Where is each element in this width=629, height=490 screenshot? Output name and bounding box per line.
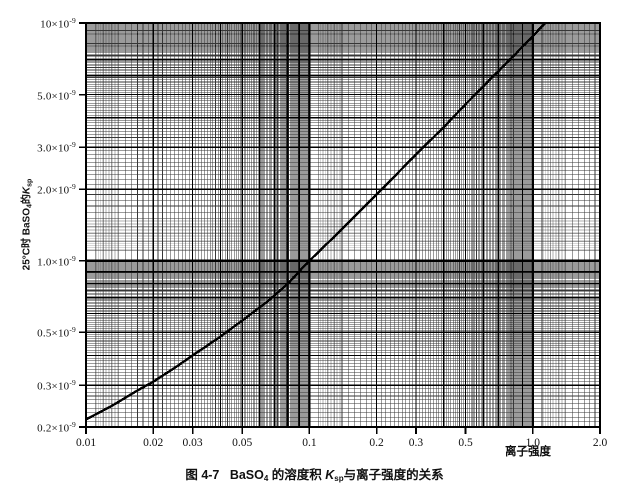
y-tick-base: 10 <box>57 422 70 435</box>
y-tick-base: 10 <box>57 256 70 269</box>
y-tick-exponent: -9 <box>69 420 76 429</box>
x-tick-label: 0.2 <box>369 437 384 449</box>
x-tick-label: 0.5 <box>458 437 473 449</box>
x-tick-label: 0.03 <box>182 437 203 449</box>
y-tick-label: 10×10-9 <box>40 17 76 31</box>
y-tick-base: 10 <box>57 90 70 103</box>
y-tick-mantissa: 10 <box>40 18 52 31</box>
y-axis-title-pre: 25°C时 BaSO <box>21 207 33 271</box>
y-axis-title-mid: 的 <box>21 194 33 205</box>
multiplication-sign-icon: × <box>51 256 58 269</box>
y-tick-exponent: -9 <box>69 378 76 388</box>
y-tick-label: 0.5×10-9 <box>37 326 76 340</box>
y-tick-base: 10 <box>57 18 70 31</box>
y-tick-label: 3.0×10-9 <box>37 141 76 155</box>
y-tick-exponent: -9 <box>69 182 76 192</box>
caption-ksp-subscript: sp <box>334 474 344 483</box>
y-axis-title-symbol: K <box>21 186 33 195</box>
y-tick-exponent: -9 <box>69 325 76 335</box>
x-tick-label: 0.1 <box>302 437 317 449</box>
y-tick-mantissa: 0.5 <box>37 328 52 341</box>
y-tick-label: 5.0×10-9 <box>37 87 76 103</box>
x-tick-label: 2.0 <box>592 437 608 449</box>
y-axis-title: 25°C时 BaSO4的Ksp <box>18 145 34 305</box>
y-tick-exponent: -9 <box>69 253 76 263</box>
multiplication-sign-icon: × <box>51 184 58 197</box>
multiplication-sign-icon: × <box>51 380 58 393</box>
x-tick-label: 0.05 <box>232 437 253 449</box>
x-axis-title: 离子强度 <box>505 446 551 458</box>
x-tick-label: 1.0 <box>525 437 540 449</box>
y-tick-mantissa: 5.0 <box>37 90 52 103</box>
y-tick-exponent: -9 <box>69 16 76 25</box>
multiplication-sign-icon: × <box>51 328 58 341</box>
y-tick-mantissa: 2.0 <box>37 184 52 197</box>
y-tick-mantissa: 3.0 <box>37 142 52 155</box>
y-tick-label: 2.0×10-9 <box>37 183 76 197</box>
caption-species: BaSO <box>229 468 264 482</box>
y-tick-label: 0.3×10-9 <box>37 379 76 393</box>
multiplication-sign-icon: × <box>51 142 58 155</box>
grid-minor <box>86 23 600 427</box>
grid-decade <box>86 23 600 427</box>
y-tick-base: 10 <box>57 380 70 393</box>
y-tick-mantissa: 0.3 <box>37 380 52 393</box>
figure-caption: 图 4-7 BaSO4 的溶度积 Ksp与离子强度的关系 <box>0 464 629 483</box>
y-axis-title-sub-sp: sp <box>26 178 34 187</box>
y-tick-mantissa: 0.2 <box>37 422 52 435</box>
y-tick-exponent: -9 <box>69 140 76 150</box>
y-tick-mantissa: 1.0 <box>37 256 52 269</box>
ksp-curve <box>86 23 547 421</box>
x-tick-label: 0.3 <box>408 437 424 449</box>
caption-number: 图 4-7 <box>185 468 220 482</box>
caption-middle-text: 的溶度积 <box>268 468 326 482</box>
caption-ksp-symbol: K <box>325 468 335 482</box>
multiplication-sign-icon: × <box>51 90 58 103</box>
y-tick-label: 1.0×10-9 <box>37 255 76 269</box>
multiplication-sign-icon: × <box>51 18 58 31</box>
axis-ticks <box>79 22 601 434</box>
y-tick-base: 10 <box>57 184 70 197</box>
y-axis-title-sub-4: 4 <box>26 204 34 208</box>
y-tick-label: 0.2×10-9 <box>37 421 76 435</box>
grid-major <box>86 23 600 427</box>
y-tick-base: 10 <box>57 328 70 341</box>
caption-tail-text: 与离子强度的关系 <box>343 468 444 482</box>
plot-frame <box>84 21 602 429</box>
y-tick-base: 10 <box>57 142 70 155</box>
x-tick-label: 0.01 <box>75 437 97 449</box>
multiplication-sign-icon: × <box>51 422 58 435</box>
y-tick-exponent: -9 <box>69 87 76 97</box>
x-tick-label: 0.02 <box>143 437 164 449</box>
caption-species-subscript: 4 <box>263 474 269 483</box>
